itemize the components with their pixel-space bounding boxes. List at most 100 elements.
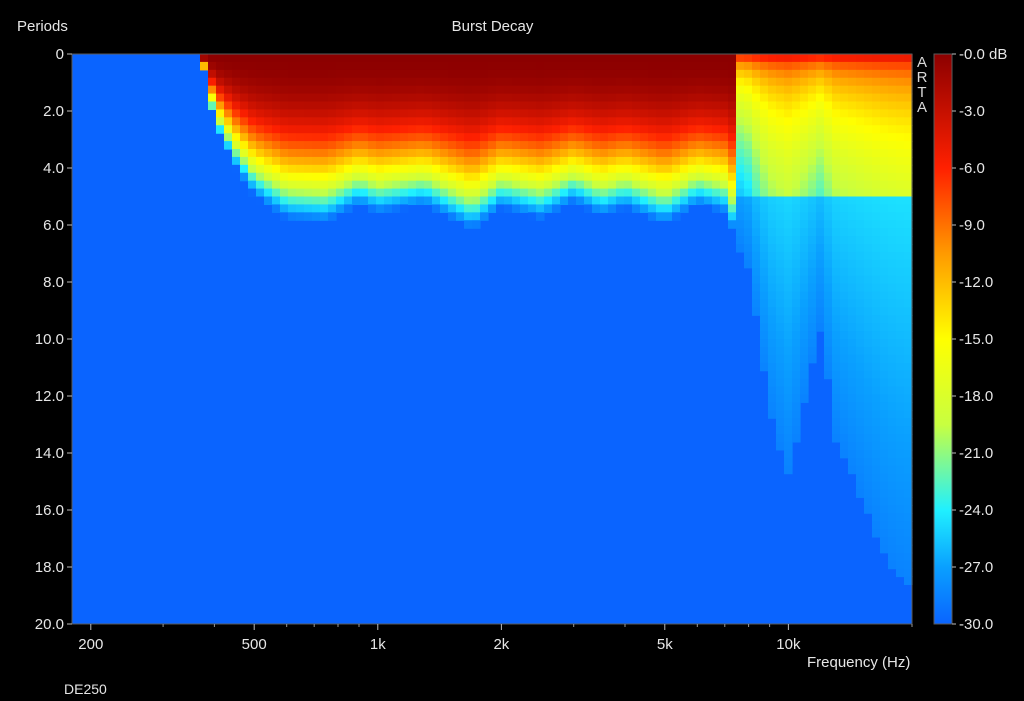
heatmap-cell [576, 156, 585, 166]
heatmap-cell [232, 77, 241, 87]
heatmap-cell [672, 109, 681, 118]
heatmap-cell [832, 331, 841, 340]
heatmap-cell [888, 465, 897, 475]
heatmap-cell [488, 125, 497, 134]
heatmap-cell [896, 370, 905, 380]
heatmap-cell [240, 61, 249, 71]
heatmap-cell [880, 251, 889, 261]
heatmap-cell [640, 101, 649, 111]
heatmap-cell [904, 410, 913, 419]
heatmap-cell [608, 180, 617, 190]
heatmap-cell [304, 77, 313, 87]
heatmap-cell [832, 85, 841, 95]
heatmap-cell [808, 299, 817, 308]
heatmap-cell [776, 291, 785, 301]
y-axis: 02.04.06.08.010.012.014.016.018.020.0 [35, 46, 72, 633]
heatmap-cell [856, 370, 865, 380]
heatmap-cell [760, 244, 769, 253]
heatmap-cell [616, 77, 625, 87]
heatmap-cell [512, 125, 521, 134]
heatmap-cell [552, 54, 561, 63]
heatmap-cell [248, 117, 257, 126]
heatmap-cell [864, 93, 873, 103]
heatmap-cell [584, 149, 593, 158]
heatmap-cell [584, 85, 593, 95]
heatmap-cell [848, 141, 857, 150]
heatmap-cell [432, 101, 441, 111]
heatmap-cell [504, 133, 513, 142]
heatmap-cell [432, 149, 441, 158]
heatmap-cell [304, 69, 313, 79]
heatmap-cell [872, 497, 881, 506]
heatmap-cell [376, 188, 385, 198]
heatmap-cell [464, 133, 473, 142]
heatmap-cell [512, 93, 521, 103]
heatmap-cell [392, 77, 401, 87]
heatmap-cell [496, 85, 505, 95]
heatmap-cell [720, 101, 729, 111]
heatmap-cell [800, 307, 809, 316]
heatmap-cell [856, 69, 865, 79]
heatmap-cell [816, 228, 825, 237]
heatmap-cell [832, 149, 841, 158]
heatmap-cell [592, 180, 601, 190]
heatmap-cell [872, 457, 881, 467]
heatmap-cell [624, 69, 633, 79]
heatmap-cell [496, 109, 505, 118]
heatmap-cell [400, 61, 409, 71]
heatmap-cell [792, 164, 801, 174]
heatmap-cell [640, 77, 649, 87]
heatmap-cell [400, 149, 409, 158]
heatmap-cell [256, 69, 265, 79]
heatmap-cell [464, 212, 473, 221]
heatmap-cell [808, 69, 817, 79]
heatmap-cell [808, 85, 817, 95]
heatmap-cell [280, 101, 289, 111]
heatmap-cell [872, 172, 881, 182]
heatmap-cell [904, 441, 913, 451]
heatmap-cell [520, 196, 529, 206]
heatmap-cell [504, 196, 513, 206]
heatmap-cell [840, 61, 849, 71]
heatmap-cell [656, 109, 665, 118]
heatmap-cell [232, 141, 241, 150]
heatmap-cell [680, 164, 689, 174]
heatmap-cell [600, 85, 609, 95]
heatmap-cell [880, 236, 889, 245]
heatmap-cell [528, 180, 537, 190]
heatmap-cell [744, 180, 753, 190]
heatmap-cell [800, 117, 809, 126]
heatmap-cell [872, 441, 881, 451]
heatmap-cell [688, 125, 697, 134]
heatmap-cell [792, 307, 801, 316]
heatmap-cell [736, 172, 745, 182]
heatmap-cell [840, 93, 849, 103]
heatmap-cell [456, 125, 465, 134]
heatmap-cell [832, 196, 841, 206]
heatmap-cell [808, 291, 817, 301]
heatmap-cell [664, 133, 673, 142]
heatmap-cell [856, 61, 865, 71]
heatmap-cell [376, 109, 385, 118]
heatmap-cell [776, 259, 785, 269]
heatmap-cell [792, 196, 801, 206]
heatmap-cell [608, 69, 617, 79]
heatmap-cell [784, 188, 793, 198]
heatmap-cell [472, 85, 481, 95]
heatmap-cell [872, 156, 881, 166]
heatmap-cell [688, 77, 697, 87]
heatmap-cell [904, 180, 913, 190]
heatmap-cell [248, 69, 257, 79]
heatmap-cell [480, 54, 489, 63]
heatmap-cell [840, 244, 849, 253]
heatmap-cell [384, 117, 393, 126]
heatmap-cell [872, 85, 881, 95]
heatmap-cell [872, 259, 881, 269]
heatmap-cell [472, 141, 481, 150]
heatmap-cell [456, 141, 465, 150]
heatmap-cell [848, 109, 857, 118]
heatmap-cell [880, 323, 889, 332]
heatmap-cell [696, 180, 705, 190]
heatmap-cell [776, 394, 785, 403]
heatmap-cell [896, 497, 905, 506]
